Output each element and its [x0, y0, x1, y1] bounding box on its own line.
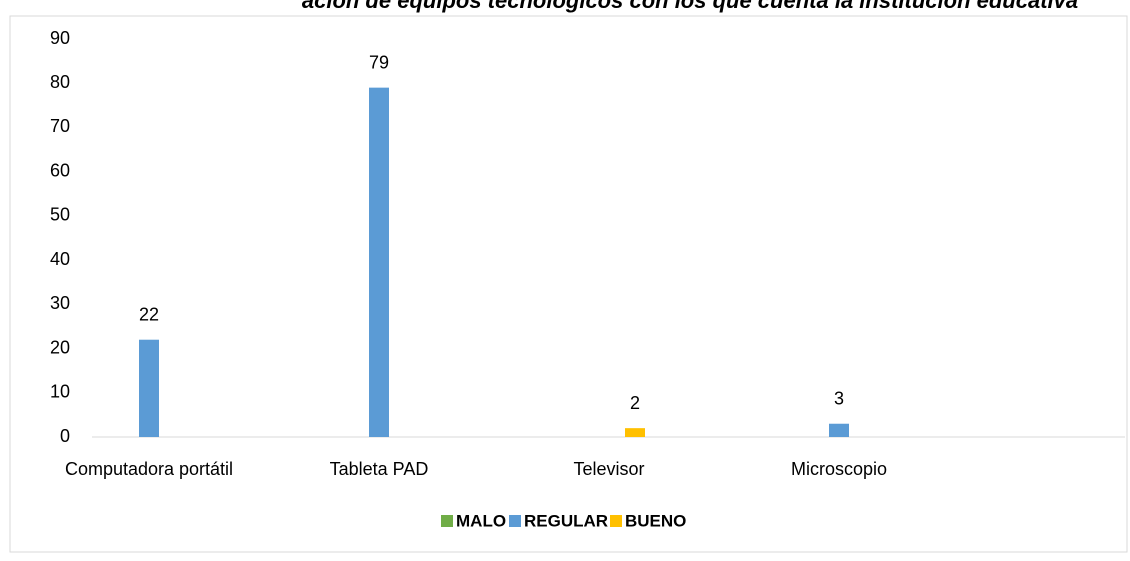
legend-label: MALO [456, 511, 506, 530]
legend-swatch [610, 515, 622, 527]
y-tick-label: 0 [60, 426, 70, 446]
legend-swatch [509, 515, 521, 527]
y-tick-label: 50 [50, 205, 70, 225]
chart-border [9, 15, 1128, 553]
chart-title: ación de equipos tecnológicos con los qu… [302, 0, 1078, 13]
data-label: 3 [834, 388, 844, 408]
y-tick-label: 70 [50, 116, 70, 136]
data-label: 2 [630, 393, 640, 413]
x-tick-label: Microscopio [791, 459, 887, 479]
legend-swatch [441, 515, 453, 527]
legend-label: BUENO [625, 511, 686, 530]
y-tick-label: 30 [50, 293, 70, 313]
data-label: 79 [369, 52, 389, 72]
data-label: 22 [139, 304, 159, 324]
y-tick-label: 90 [50, 28, 70, 48]
y-tick-label: 60 [50, 160, 70, 180]
bar [625, 428, 645, 437]
bar [829, 423, 849, 437]
x-tick-label: Tableta PAD [330, 459, 429, 479]
bar [369, 87, 389, 438]
y-tick-label: 20 [50, 337, 70, 357]
y-tick-label: 10 [50, 382, 70, 402]
x-tick-label: Computadora portátil [65, 459, 233, 479]
legend-label: REGULAR [524, 511, 608, 530]
bar [139, 339, 159, 437]
y-tick-label: 80 [50, 72, 70, 92]
y-tick-label: 40 [50, 249, 70, 269]
x-tick-label: Televisor [573, 459, 644, 479]
